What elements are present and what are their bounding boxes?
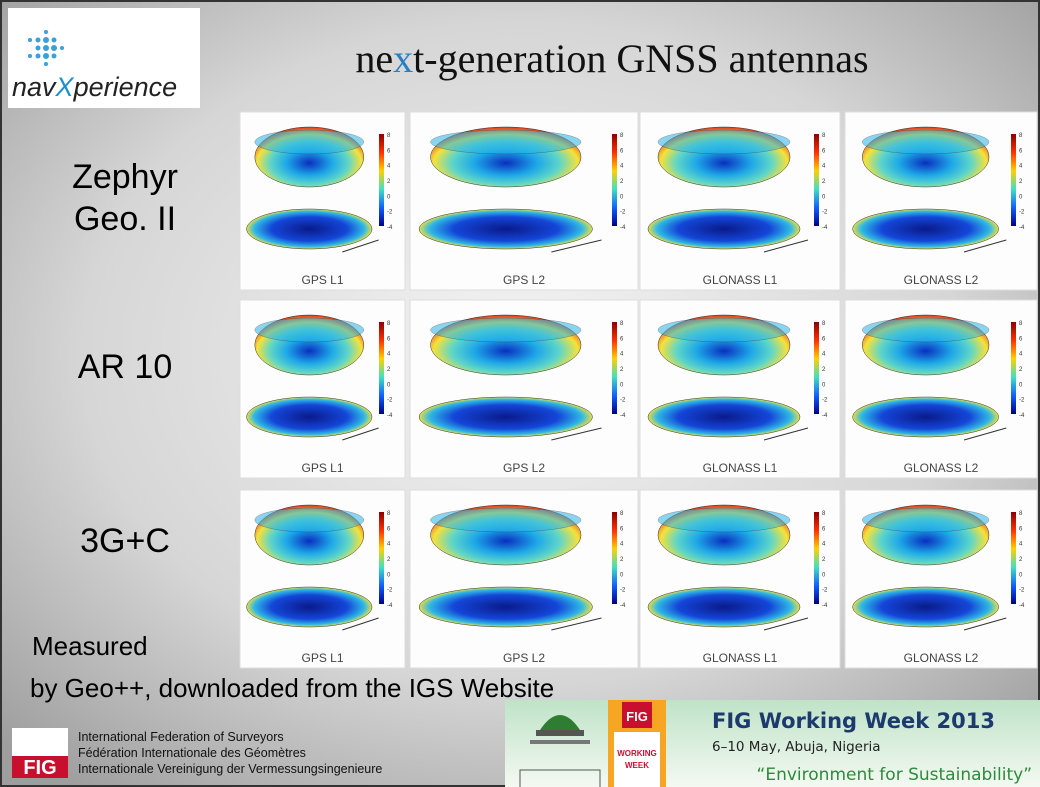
- row-label: AR 10: [78, 348, 173, 386]
- colorbar: [1011, 134, 1016, 226]
- colorbar: [379, 322, 384, 414]
- base-plot: [648, 397, 800, 437]
- colorbar: [1011, 512, 1016, 604]
- panel-caption: GLONASS L1: [703, 273, 778, 287]
- panel-caption: GLONASS L2: [904, 651, 979, 665]
- logo-part: X: [55, 72, 75, 102]
- panel-caption: GPS L2: [503, 651, 545, 665]
- panel-caption: GLONASS L2: [904, 461, 979, 475]
- colorbar: [379, 134, 384, 226]
- surface-rim: [255, 318, 364, 342]
- colorbar: [379, 512, 384, 604]
- badge-text: FIG: [626, 709, 648, 724]
- colorbar-tick: -2: [620, 588, 626, 594]
- panel-caption: GLONASS L2: [904, 273, 979, 287]
- colorbar-tick: -2: [387, 588, 393, 594]
- colorbar: [612, 512, 617, 604]
- colorbar-tick: -2: [1019, 398, 1025, 404]
- surface-rim: [431, 508, 581, 532]
- colorbar-tick: -4: [387, 413, 393, 419]
- colorbar-tick: -2: [620, 398, 626, 404]
- slide: navXperience next-generation GNSS antenn…: [0, 0, 1040, 787]
- colorbar-tick: -4: [620, 603, 626, 609]
- row-label: 3G+C: [80, 522, 170, 560]
- federation-line: International Federation of Surveyors: [78, 730, 284, 744]
- panel-caption: GPS L2: [503, 461, 545, 475]
- colorbar-tick: -4: [387, 225, 393, 231]
- surface-rim: [658, 130, 790, 154]
- note-line: Measured: [32, 631, 148, 661]
- colorbar: [612, 322, 617, 414]
- surface-rim: [431, 130, 581, 154]
- colorbar: [612, 134, 617, 226]
- logo-part: nav: [12, 72, 57, 102]
- title-part: x: [393, 36, 413, 81]
- base-plot: [648, 587, 800, 627]
- logo-text: navXperience: [12, 72, 177, 102]
- panel-caption: GPS L1: [301, 461, 343, 475]
- colorbar-tick: -2: [1019, 588, 1025, 594]
- colorbar-tick: -2: [822, 210, 828, 216]
- colorbar: [1011, 322, 1016, 414]
- colorbar-tick: -4: [620, 225, 626, 231]
- colorbar-tick: -4: [822, 603, 828, 609]
- colorbar: [814, 322, 819, 414]
- colorbar-tick: -4: [1019, 413, 1025, 419]
- surface-rim: [862, 130, 989, 154]
- title-part: t-generation GNSS antennas: [413, 36, 868, 81]
- base-plot: [247, 397, 372, 437]
- colorbar-tick: -2: [822, 398, 828, 404]
- federation-line: Fédération Internationale des Géomètres: [78, 746, 306, 760]
- colorbar-tick: -2: [387, 210, 393, 216]
- colorbar-tick: -4: [822, 225, 828, 231]
- base-plot: [419, 397, 592, 437]
- surface-rim: [658, 318, 790, 342]
- event-date: 6–10 May, Abuja, Nigeria: [712, 739, 881, 755]
- colorbar-tick: -4: [1019, 225, 1025, 231]
- base-plot: [419, 209, 592, 249]
- base-plot: [247, 587, 372, 627]
- panel-caption: GPS L1: [301, 273, 343, 287]
- surface-rim: [255, 508, 364, 532]
- colorbar-tick: -2: [822, 588, 828, 594]
- base-plot: [853, 397, 999, 437]
- surface-rim: [658, 508, 790, 532]
- badge-text: WEEK: [625, 761, 649, 770]
- panel-caption: GPS L1: [301, 651, 343, 665]
- base-plot: [648, 209, 800, 249]
- panel-caption: GLONASS L1: [703, 461, 778, 475]
- colorbar: [814, 512, 819, 604]
- surface-rim: [862, 508, 989, 532]
- surface-rim: [255, 130, 364, 154]
- colorbar-tick: -2: [620, 210, 626, 216]
- note-line: by Geo++, downloaded from the IGS Websit…: [30, 673, 554, 703]
- title-part: ne: [355, 36, 393, 81]
- colorbar-tick: -2: [1019, 210, 1025, 216]
- badge-text: WORKING: [617, 749, 657, 758]
- base-plot: [853, 587, 999, 627]
- row-label: Zephyr: [72, 158, 178, 196]
- colorbar-tick: -4: [822, 413, 828, 419]
- event-title: FIG Working Week 2013: [712, 709, 995, 733]
- base-plot: [247, 209, 372, 249]
- colorbar-tick: -4: [1019, 603, 1025, 609]
- surface-rim: [431, 318, 581, 342]
- colorbar-tick: -2: [387, 398, 393, 404]
- title: next-generation GNSS antennas: [355, 36, 868, 81]
- base-plot: [853, 209, 999, 249]
- base-plot: [419, 587, 592, 627]
- colorbar: [814, 134, 819, 226]
- colorbar-tick: -4: [387, 603, 393, 609]
- panel-caption: GPS L2: [503, 273, 545, 287]
- panel-caption: GLONASS L1: [703, 651, 778, 665]
- event-theme: “Environment for Sustainability”: [757, 765, 1032, 785]
- row-label: Geo. II: [74, 200, 176, 238]
- federation-line: Internationale Vereinigung der Vermessun…: [78, 762, 382, 776]
- colorbar-tick: -4: [620, 413, 626, 419]
- surface-rim: [862, 318, 989, 342]
- fig-logo: FIG: [23, 757, 56, 779]
- logo-part: perience: [73, 72, 178, 102]
- page: navXperience next-generation GNSS antenn…: [0, 0, 1040, 787]
